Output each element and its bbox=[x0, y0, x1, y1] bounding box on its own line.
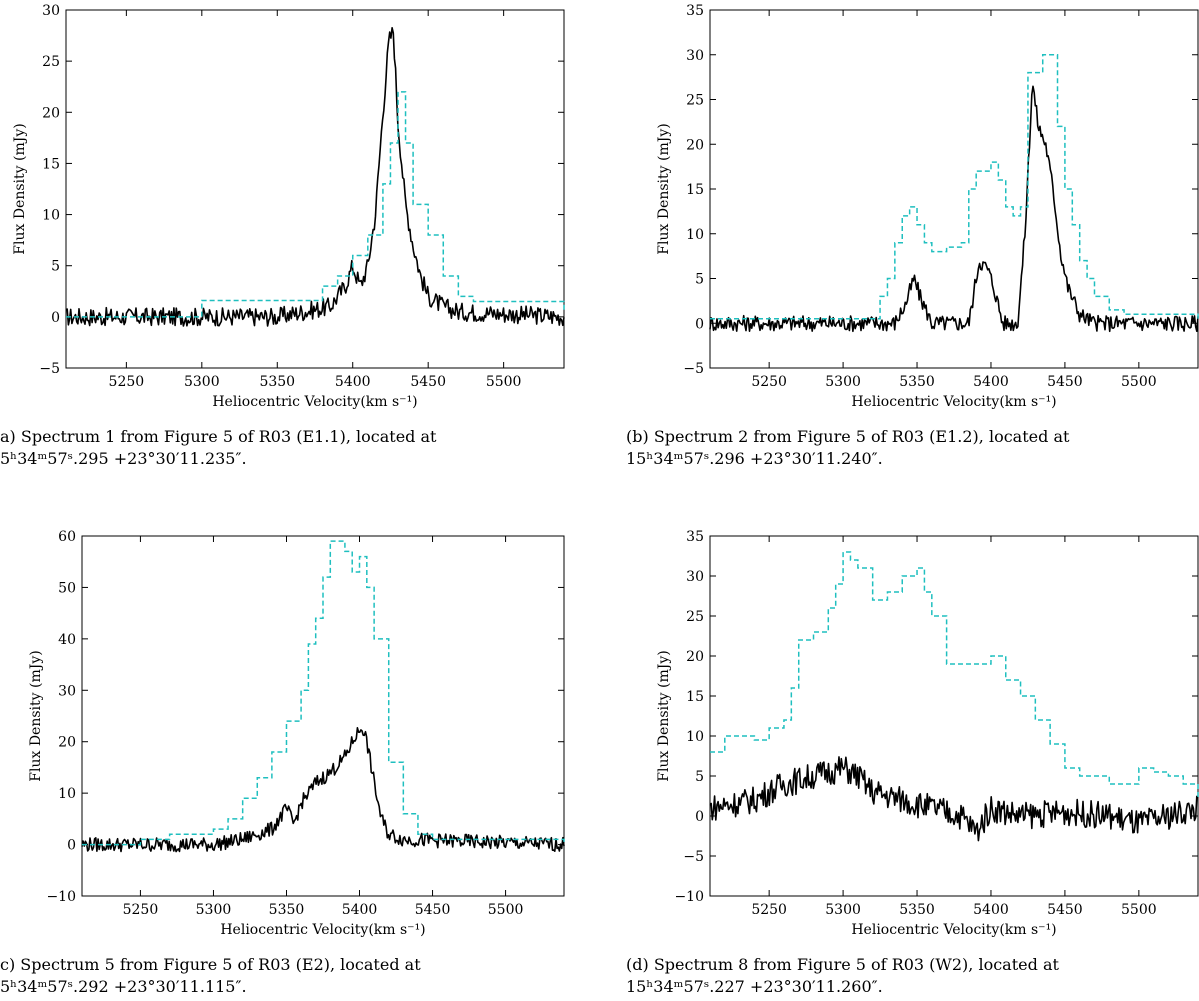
x-tick-label-d-4: 5450 bbox=[1047, 902, 1083, 918]
y-tick-label-b-8: 35 bbox=[686, 3, 704, 19]
x-tick-label-d-1: 5300 bbox=[825, 902, 861, 918]
caption-d: (d) Spectrum 8 from Figure 5 of R03 (W2)… bbox=[626, 954, 1186, 998]
caption-a-line1: a) Spectrum 1 from Figure 5 of R03 (E1.1… bbox=[0, 427, 437, 446]
x-tick-label-a-5: 5500 bbox=[486, 374, 522, 390]
x-tick-label-d-0: 5250 bbox=[751, 902, 787, 918]
series-solid-b bbox=[709, 85, 1199, 333]
y-tick-label-d-8: 30 bbox=[686, 569, 704, 585]
x-tick-label-b-3: 5400 bbox=[973, 374, 1009, 390]
y-tick-label-b-2: 5 bbox=[695, 272, 704, 288]
caption-b-line2: 15ʰ34ᵐ57ˢ.296 +23°30′11.240″. bbox=[626, 449, 883, 468]
chart-c: 5250 5300 5350 5400 5450 5500 −10 0 10 20 30 40 50 60… bbox=[28, 529, 565, 938]
x-tick-label-a-3: 5400 bbox=[335, 374, 371, 390]
y-tick-label-d-7: 25 bbox=[686, 609, 704, 625]
x-tick-label-c-5: 5500 bbox=[488, 902, 524, 918]
y-tick-label-d-9: 35 bbox=[686, 529, 704, 545]
x-axis-label-c: Heliocentric Velocity(km s⁻¹) bbox=[220, 922, 425, 938]
x-tick-label-c-4: 5450 bbox=[415, 902, 451, 918]
y-axis-label-d: Flux Density (mJy) bbox=[656, 650, 672, 781]
x-tick-label-c-0: 5250 bbox=[123, 902, 159, 918]
y-tick-label-d-4: 10 bbox=[686, 729, 704, 745]
x-tick-label-b-0: 5250 bbox=[751, 374, 787, 390]
series-dashed-a bbox=[66, 91, 565, 318]
x-tick-label-d-2: 5350 bbox=[899, 902, 935, 918]
caption-c-line1: c) Spectrum 5 from Figure 5 of R03 (E2),… bbox=[0, 955, 421, 974]
y-tick-label-a-1: 0 bbox=[51, 310, 60, 326]
y-tick-label-c-2: 10 bbox=[58, 786, 76, 802]
x-tick-label-d-5: 5500 bbox=[1121, 902, 1157, 918]
caption-a: a) Spectrum 1 from Figure 5 of R03 (E1.1… bbox=[0, 426, 560, 470]
chart-d: 5250 5300 5350 5400 5450 5500 −10 −5 0 5 10 15 20 25 3… bbox=[656, 529, 1199, 938]
y-tick-label-b-1: 0 bbox=[695, 316, 704, 332]
x-axis-label-a: Heliocentric Velocity(km s⁻¹) bbox=[212, 394, 417, 410]
chart-a: 5250 5300 5350 5400 5450 5500 −5 0 5 10 15 20 25 30 He… bbox=[12, 3, 565, 410]
caption-c-line2: 5ʰ34ᵐ57ˢ.292 +23°30′11.115″. bbox=[0, 977, 247, 996]
y-tick-label-b-3: 10 bbox=[686, 227, 704, 243]
x-tick-label-a-4: 5450 bbox=[410, 374, 446, 390]
y-tick-label-c-6: 50 bbox=[58, 580, 76, 596]
x-axis-label-d: Heliocentric Velocity(km s⁻¹) bbox=[851, 922, 1056, 938]
y-tick-label-a-4: 15 bbox=[42, 156, 60, 172]
x-tick-label-b-4: 5450 bbox=[1047, 374, 1083, 390]
x-tick-label-c-2: 5350 bbox=[269, 902, 305, 918]
caption-b-line1: (b) Spectrum 2 from Figure 5 of R03 (E1.… bbox=[626, 427, 1070, 446]
y-tick-label-d-1: −5 bbox=[683, 849, 704, 865]
plot-frame-a bbox=[65, 9, 565, 369]
chart-b: 5250 5300 5350 5400 5450 5500 −5 0 5 10 15 20 25 30 35… bbox=[656, 3, 1199, 410]
y-tick-label-b-5: 20 bbox=[686, 137, 704, 153]
x-tick-label-d-3: 5400 bbox=[973, 902, 1009, 918]
x-tick-label-b-1: 5300 bbox=[825, 374, 861, 390]
y-axis-label-c: Flux Density (mJy) bbox=[28, 650, 44, 781]
plot-frame-d bbox=[709, 535, 1199, 897]
plot-frame-c bbox=[81, 535, 565, 897]
series-dashed-d bbox=[710, 551, 1199, 800]
y-tick-label-c-3: 20 bbox=[58, 735, 76, 751]
y-tick-label-a-5: 20 bbox=[42, 105, 60, 121]
y-axis-label-a: Flux Density (mJy) bbox=[12, 123, 28, 254]
y-tick-label-a-6: 25 bbox=[42, 54, 60, 70]
y-tick-label-d-5: 15 bbox=[686, 689, 704, 705]
y-tick-label-c-1: 0 bbox=[67, 838, 76, 854]
y-tick-label-b-0: −5 bbox=[683, 361, 704, 377]
series-solid-a bbox=[65, 27, 565, 327]
caption-a-line2: 5ʰ34ᵐ57ˢ.295 +23°30′11.235″. bbox=[0, 449, 247, 468]
caption-d-line1: (d) Spectrum 8 from Figure 5 of R03 (W2)… bbox=[626, 955, 1059, 974]
y-tick-label-c-5: 40 bbox=[58, 632, 76, 648]
x-tick-label-c-1: 5300 bbox=[196, 902, 232, 918]
x-tick-label-c-3: 5400 bbox=[342, 902, 378, 918]
plot-frame-b bbox=[709, 9, 1199, 369]
y-tick-label-d-6: 20 bbox=[686, 649, 704, 665]
y-tick-label-b-4: 15 bbox=[686, 182, 704, 198]
y-tick-label-a-3: 10 bbox=[42, 208, 60, 224]
x-tick-label-a-2: 5350 bbox=[259, 374, 295, 390]
y-axis-label-b: Flux Density (mJy) bbox=[656, 123, 672, 254]
x-axis-label-b: Heliocentric Velocity(km s⁻¹) bbox=[851, 394, 1056, 410]
y-tick-label-b-7: 30 bbox=[686, 48, 704, 64]
y-tick-label-d-2: 0 bbox=[695, 809, 704, 825]
y-tick-label-c-0: −10 bbox=[46, 889, 76, 905]
y-tick-label-a-7: 30 bbox=[42, 3, 60, 19]
caption-b: (b) Spectrum 2 from Figure 5 of R03 (E1.… bbox=[626, 426, 1186, 470]
y-tick-label-c-4: 30 bbox=[58, 683, 76, 699]
x-tick-label-b-2: 5350 bbox=[899, 374, 935, 390]
y-tick-label-c-7: 60 bbox=[58, 529, 76, 545]
x-tick-label-a-0: 5250 bbox=[109, 374, 145, 390]
series-dashed-c bbox=[82, 540, 565, 846]
caption-c: c) Spectrum 5 from Figure 5 of R03 (E2),… bbox=[0, 954, 560, 998]
y-tick-label-d-0: −10 bbox=[674, 889, 704, 905]
y-tick-label-d-3: 5 bbox=[695, 769, 704, 785]
x-tick-label-a-1: 5300 bbox=[184, 374, 220, 390]
series-solid-c bbox=[81, 727, 565, 853]
caption-d-line2: 15ʰ34ᵐ57ˢ.227 +23°30′11.260″. bbox=[626, 977, 883, 996]
y-tick-label-a-0: −5 bbox=[39, 361, 60, 377]
y-tick-label-b-6: 25 bbox=[686, 93, 704, 109]
y-tick-label-a-2: 5 bbox=[51, 259, 60, 275]
series-solid-d bbox=[709, 756, 1199, 842]
x-tick-label-b-5: 5500 bbox=[1121, 374, 1157, 390]
series-dashed-b bbox=[710, 54, 1199, 320]
